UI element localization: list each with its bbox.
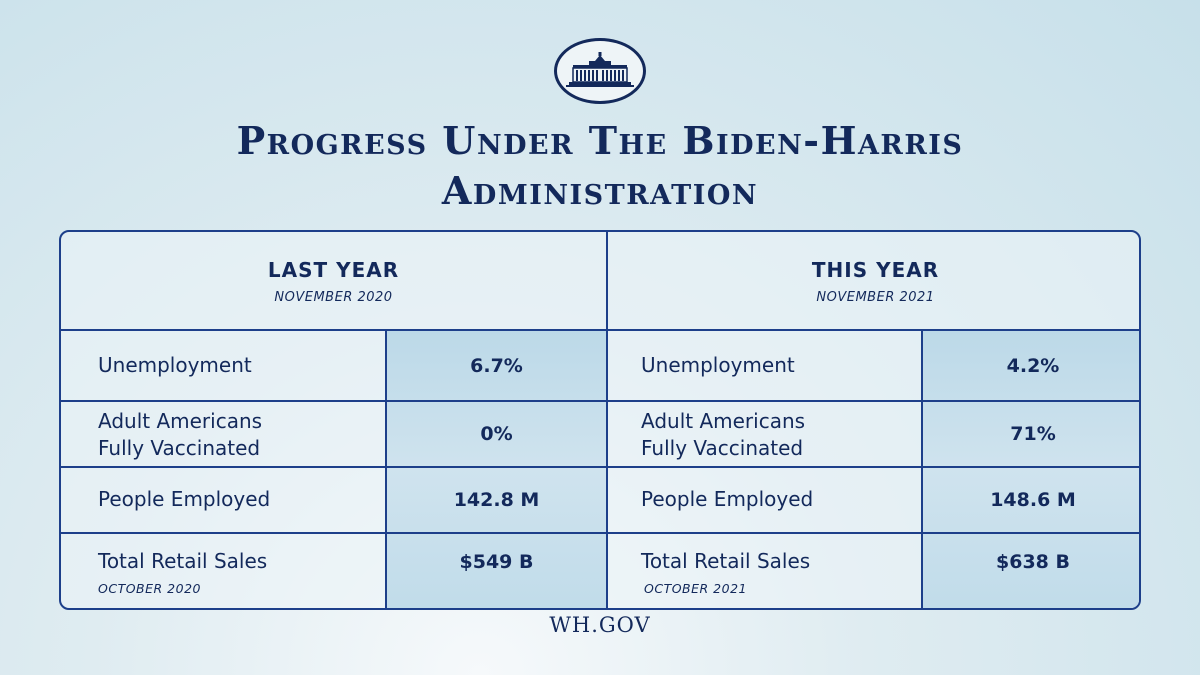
value-unemployment-2021: 4.2%	[1006, 355, 1060, 377]
last-year-heading: LAST YEAR	[267, 258, 400, 282]
comparison-table: LAST YEAR NOVEMBER 2020 THIS YEAR NOVEMB…	[59, 230, 1141, 610]
title-line-1: Progress Under The Biden-Harris	[236, 118, 964, 163]
retail-sales-note-2021: OCTOBER 2021	[644, 581, 747, 596]
retail-sales-note-2020: OCTOBER 2020	[98, 581, 201, 596]
this-year-heading: THIS YEAR	[811, 258, 940, 282]
value-employed-2020: 142.8 M	[453, 489, 540, 511]
row-label-vaccinated-line1: Adult Americans	[641, 409, 806, 433]
row-label-vaccinated-line2: Fully Vaccinated	[641, 436, 804, 460]
footer-url: WH.GOV	[549, 613, 651, 637]
this-year-column-divider	[921, 330, 923, 608]
value-employed-2021: 148.6 M	[990, 489, 1076, 511]
header-divider	[61, 329, 1139, 331]
value-retail-2021: $638 B	[996, 551, 1070, 573]
value-unemployment-2020: 6.7%	[470, 355, 523, 377]
white-house-logo	[554, 38, 646, 104]
value-retail-2020: $549 B	[459, 551, 534, 573]
last-year-date: NOVEMBER 2020	[274, 290, 393, 305]
this-year-header: THIS YEAR NOVEMBER 2021	[608, 232, 1139, 330]
center-divider	[606, 232, 608, 608]
page-title: Progress Under The Biden-Harris Administ…	[0, 116, 1200, 216]
value-vaccinated-2021: 71%	[1010, 423, 1056, 445]
row-label-people-employed: People Employed	[98, 487, 271, 511]
row-label-vaccinated-line2: Fully Vaccinated	[98, 436, 261, 460]
last-year-column-divider	[385, 330, 387, 608]
row-label-people-employed: People Employed	[641, 487, 814, 511]
value-vaccinated-2020: 0%	[480, 423, 513, 445]
row-label-retail-sales: Total Retail Sales	[98, 549, 268, 573]
title-line-2: Administration	[441, 168, 759, 213]
last-year-value-column	[386, 330, 607, 608]
white-house-icon	[566, 52, 634, 87]
row-label-vaccinated-line1: Adult Americans	[98, 409, 263, 433]
last-year-header: LAST YEAR NOVEMBER 2020	[61, 232, 606, 330]
this-year-date: NOVEMBER 2021	[816, 290, 935, 305]
row-divider	[61, 532, 1139, 534]
this-year-value-column	[922, 330, 1139, 608]
row-divider	[61, 466, 1139, 468]
row-label-retail-sales: Total Retail Sales	[641, 549, 811, 573]
row-divider	[61, 400, 1139, 402]
row-label-unemployment: Unemployment	[98, 353, 252, 377]
row-label-unemployment: Unemployment	[641, 353, 795, 377]
